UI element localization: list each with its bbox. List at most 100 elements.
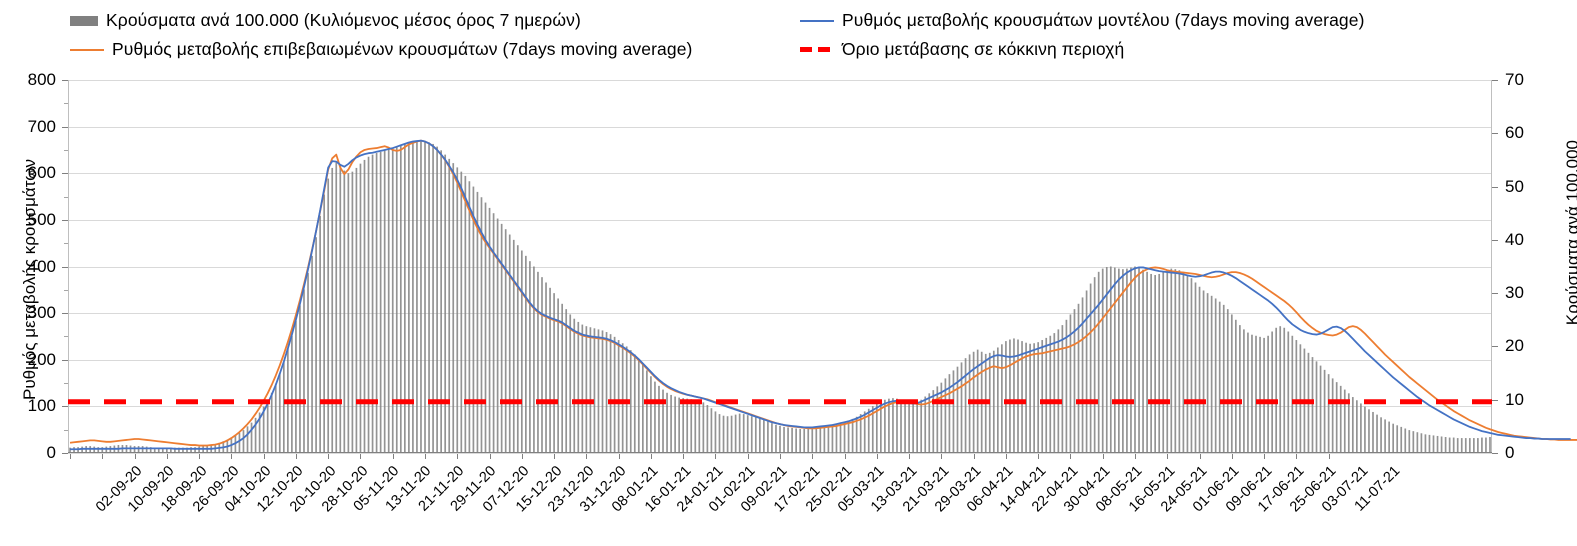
bar xyxy=(436,146,438,454)
bar xyxy=(904,401,906,453)
series-canvas xyxy=(68,139,1577,454)
bar xyxy=(1335,382,1338,453)
bar xyxy=(1243,329,1245,453)
bar xyxy=(541,277,543,453)
bar xyxy=(270,392,273,453)
bar xyxy=(1138,267,1140,453)
x-tick-mark xyxy=(941,454,943,459)
left-tick-label: 600 xyxy=(27,163,56,183)
gridline xyxy=(68,453,1492,454)
left-tick-mark-minor xyxy=(64,336,68,338)
bar xyxy=(254,417,257,453)
bar xyxy=(637,359,640,453)
bar xyxy=(730,415,733,453)
legend-item-cases-per-100k: Κρούσματα ανά 100.000 (Κυλιόμενος μέσος … xyxy=(70,10,581,31)
bar xyxy=(1489,437,1491,453)
right-tick-label: 20 xyxy=(1505,336,1524,356)
bar xyxy=(658,385,660,453)
bar xyxy=(355,167,358,454)
dashed-line-swatch-red-icon xyxy=(800,47,834,52)
bar xyxy=(282,361,285,453)
bar xyxy=(750,416,753,453)
bar xyxy=(633,354,636,453)
bar xyxy=(1255,335,1257,453)
bar xyxy=(1222,304,1225,453)
bar xyxy=(662,389,664,453)
left-tick-mark xyxy=(62,266,68,268)
bar xyxy=(714,411,717,453)
bar xyxy=(1122,269,1124,453)
left-tick-mark-minor xyxy=(64,383,68,385)
bar xyxy=(920,399,923,453)
bar xyxy=(811,428,814,453)
bar xyxy=(706,405,709,453)
bar xyxy=(775,424,777,453)
bar xyxy=(1154,275,1156,453)
bar xyxy=(863,411,866,453)
bar xyxy=(1372,411,1374,453)
bar-swatch-icon xyxy=(70,15,98,26)
bar xyxy=(137,446,140,453)
bar xyxy=(1331,378,1334,453)
bar xyxy=(557,298,559,453)
bar xyxy=(1448,437,1451,453)
bar xyxy=(153,447,156,453)
bar xyxy=(698,400,701,453)
bar xyxy=(496,218,499,453)
bar xyxy=(533,266,535,453)
left-tick-label: 0 xyxy=(46,443,56,462)
x-tick-mark xyxy=(650,454,652,459)
gridline xyxy=(68,80,1492,81)
bar xyxy=(1186,274,1189,453)
bar xyxy=(1339,385,1342,453)
x-tick-mark xyxy=(1134,454,1136,459)
right-tick-mark xyxy=(1492,239,1498,241)
bar xyxy=(875,403,878,453)
bar xyxy=(238,432,241,453)
x-tick-mark xyxy=(1070,454,1072,459)
right-axis-title: Κρούσματα ανά 100.000 xyxy=(1563,140,1577,326)
left-tick-mark xyxy=(62,313,68,315)
bar xyxy=(1202,290,1205,453)
bar xyxy=(299,305,301,453)
bar xyxy=(871,406,874,453)
bar xyxy=(1009,339,1011,453)
bar xyxy=(827,426,830,453)
left-tick-mark-minor xyxy=(64,243,68,245)
bar xyxy=(702,402,705,453)
bar xyxy=(1376,414,1378,453)
x-tick-mark xyxy=(328,454,330,459)
bar xyxy=(916,402,918,453)
bar xyxy=(1404,428,1407,453)
bar xyxy=(1206,293,1209,453)
bar xyxy=(1017,339,1019,453)
bar xyxy=(101,447,104,453)
bar xyxy=(1021,341,1023,453)
bar xyxy=(520,250,523,453)
gridline xyxy=(68,313,1492,315)
bar-series xyxy=(69,140,1491,454)
left-tick-label: 700 xyxy=(27,116,56,136)
bar xyxy=(1069,314,1072,453)
x-tick-mark xyxy=(1199,454,1201,459)
bar xyxy=(1037,342,1040,453)
bar xyxy=(835,424,838,453)
legend-item-model-rate: Ρυθμός μεταβολής κρουσμάτων μοντέλου (7d… xyxy=(800,10,1365,31)
bar xyxy=(1347,393,1350,453)
bar xyxy=(613,336,616,453)
bar xyxy=(888,398,890,453)
bar xyxy=(182,447,184,453)
bar xyxy=(456,167,459,453)
bar xyxy=(157,447,160,453)
bar xyxy=(565,309,568,453)
bar xyxy=(831,425,834,453)
bar xyxy=(593,328,596,453)
plot-area xyxy=(68,80,1577,454)
bar xyxy=(1279,326,1282,453)
bar xyxy=(795,428,797,453)
bar xyxy=(291,335,293,453)
bar xyxy=(1178,270,1181,453)
bar xyxy=(258,412,261,453)
left-tick-mark-minor xyxy=(64,429,68,431)
